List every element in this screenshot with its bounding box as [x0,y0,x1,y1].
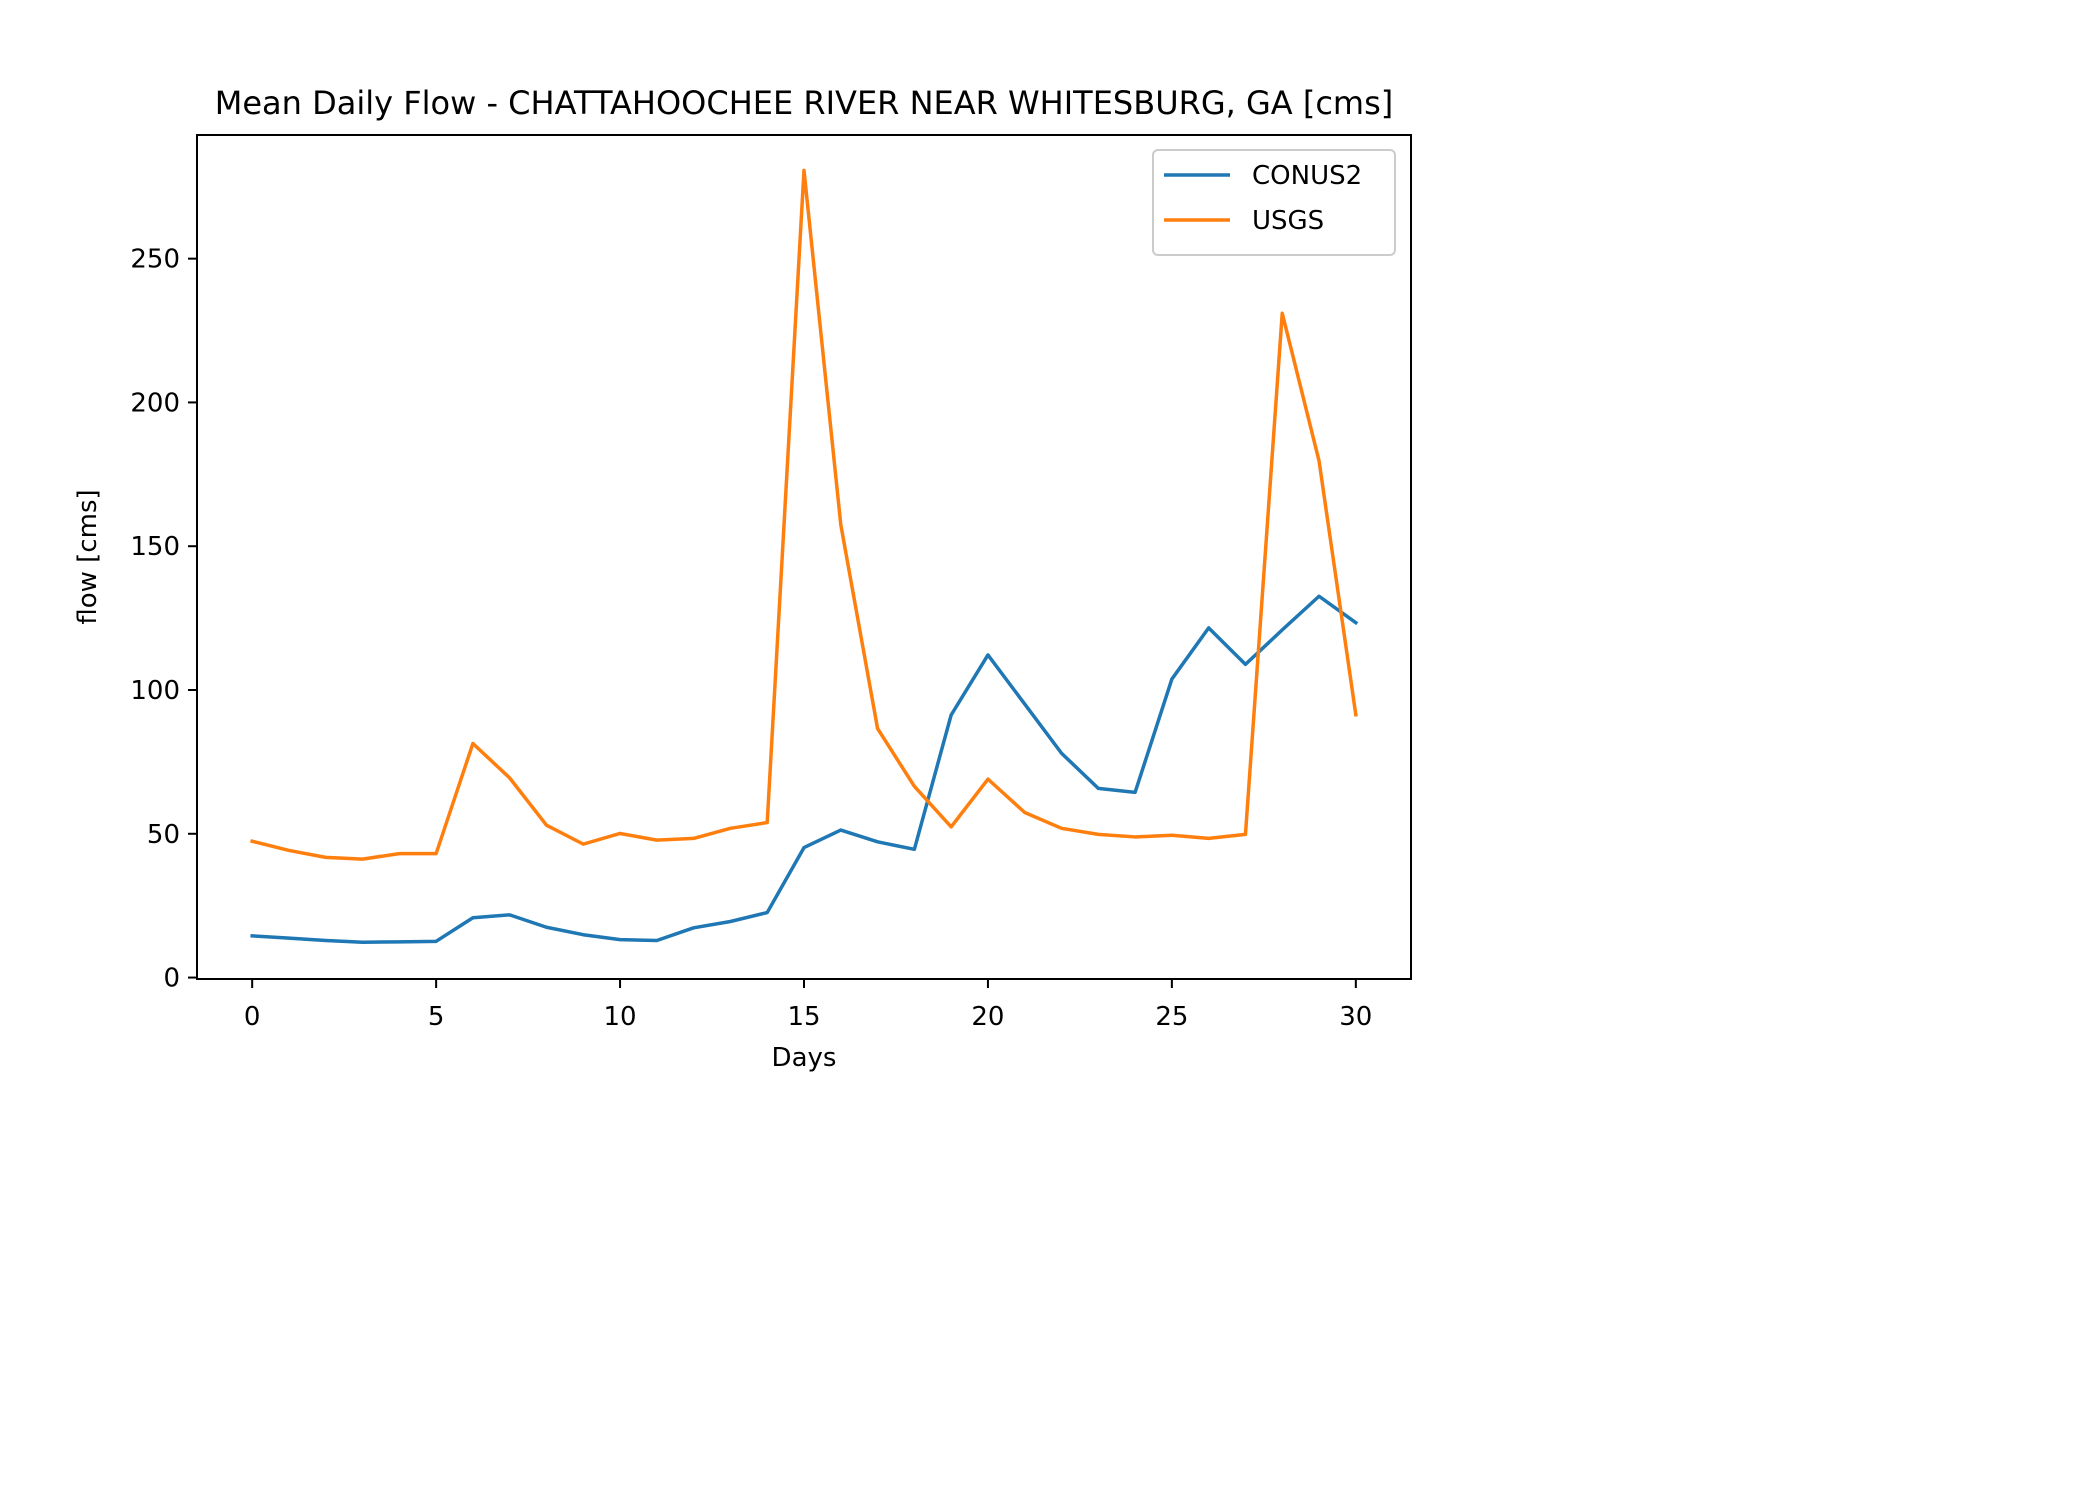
x-tick-label: 25 [1155,1002,1188,1032]
x-tick-label: 15 [787,1002,820,1032]
series-line-conus2 [250,594,1359,944]
axis-ticks: 0 5 10 15 20 25 30 0 50 100 150 200 250 [130,245,1372,1032]
y-tick-label: 0 [163,964,180,994]
y-axis-label: flow [cms] [73,489,103,624]
y-tick-label: 200 [130,388,180,418]
chart-title: Mean Daily Flow - CHATTAHOOCHEE RIVER NE… [215,84,1394,122]
y-tick-label: 150 [130,532,180,562]
x-tick-label: 20 [971,1002,1004,1032]
legend: CONUS2 USGS [1152,149,1396,256]
legend-label-usgs: USGS [1252,206,1324,236]
line-chart: Mean Daily Flow - CHATTAHOOCHEE RIVER NE… [73,84,1412,1073]
x-tick-label: 0 [244,1002,261,1032]
plot-frame [196,134,1412,980]
y-tick-label: 50 [147,820,180,850]
x-tick-label: 5 [428,1002,445,1032]
x-tick-label: 10 [604,1002,637,1032]
x-axis-label: Days [772,1043,837,1073]
plot-area [250,168,1359,944]
series-line-usgs [250,168,1358,861]
x-tick-label: 30 [1339,1002,1372,1032]
y-tick-label: 100 [130,676,180,706]
legend-label-conus2: CONUS2 [1252,161,1362,191]
y-tick-label: 250 [130,245,180,275]
